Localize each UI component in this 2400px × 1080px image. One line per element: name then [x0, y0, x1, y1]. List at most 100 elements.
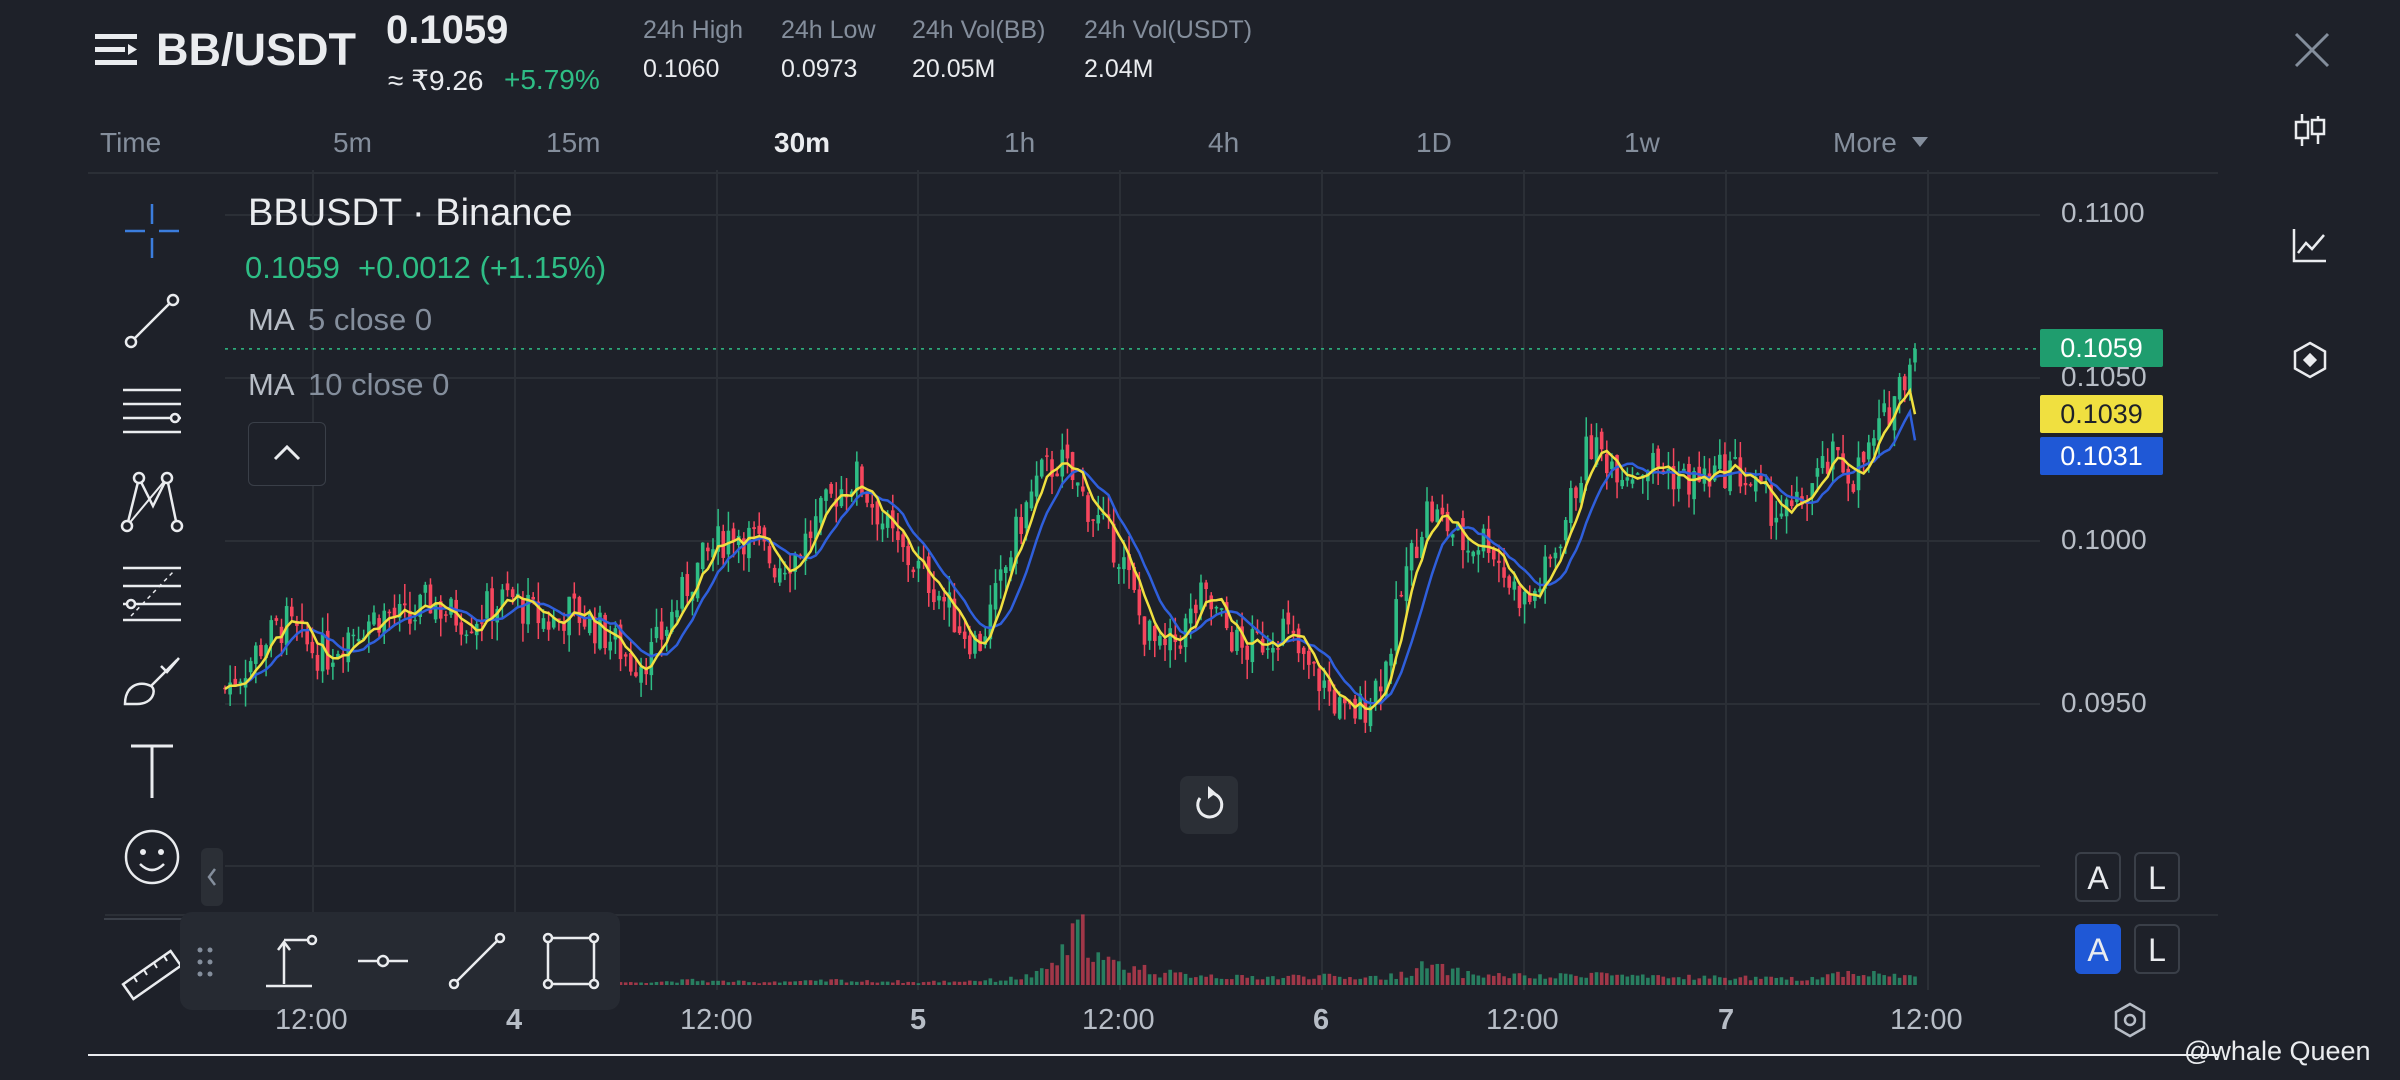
- volume-bar: [1753, 976, 1758, 985]
- tab-5m[interactable]: 5m: [333, 127, 372, 158]
- caret-down-icon[interactable]: [1912, 137, 1928, 147]
- candle-body: [521, 598, 525, 624]
- text-icon[interactable]: [117, 736, 187, 806]
- candle-body: [911, 569, 916, 573]
- volume-bar: [716, 980, 720, 985]
- close-icon[interactable]: [2292, 30, 2332, 70]
- sidebar-collapse-button[interactable]: [201, 848, 223, 906]
- candlestick-icon[interactable]: [2290, 110, 2330, 150]
- log-scale-button[interactable]: L: [2134, 852, 2180, 902]
- volume-bar: [1604, 973, 1609, 985]
- candle-body: [1846, 468, 1851, 484]
- candle-body: [1635, 473, 1640, 475]
- axis-settings-icon[interactable]: [2110, 1000, 2150, 1040]
- volume-bar: [1512, 973, 1517, 985]
- horizontal-ray-icon[interactable]: [352, 930, 414, 992]
- tab-more[interactable]: More: [1833, 127, 1897, 158]
- rectangle-icon[interactable]: [540, 930, 602, 992]
- tab-4h[interactable]: 4h: [1208, 127, 1240, 158]
- candle-body: [1538, 588, 1542, 593]
- tab-1d[interactable]: 1D: [1416, 127, 1452, 158]
- tab-30m[interactable]: 30m: [774, 127, 831, 158]
- volume-bar: [921, 982, 926, 985]
- ma5-params[interactable]: 5 close 0: [308, 302, 433, 337]
- volume-bar: [942, 980, 946, 985]
- indicator-chart-icon[interactable]: [2290, 225, 2330, 265]
- stat-value-vol-base: 20.05M: [912, 55, 996, 83]
- candle-body: [1219, 608, 1224, 610]
- trend-line-icon[interactable]: [117, 286, 187, 356]
- drag-handle-icon[interactable]: [194, 944, 218, 980]
- volume-bar: [1456, 967, 1460, 985]
- pattern-icon[interactable]: [117, 466, 187, 536]
- volume-bar: [1733, 978, 1738, 985]
- volume-bar: [1122, 969, 1126, 985]
- candle-body: [1245, 645, 1250, 660]
- reset-chart-button[interactable]: [1180, 776, 1238, 834]
- volume-bar: [1353, 979, 1357, 985]
- volume-bar: [1507, 978, 1511, 985]
- volume-auto-scale-button[interactable]: A: [2075, 924, 2121, 974]
- volume-bar: [947, 982, 952, 985]
- line-segment-icon[interactable]: [446, 930, 508, 992]
- volume-bar: [829, 979, 833, 985]
- candle-body: [983, 636, 988, 645]
- legend-collapse-button[interactable]: [248, 422, 326, 486]
- volume-bar: [1497, 973, 1501, 985]
- volume-bar: [1702, 975, 1707, 985]
- candle-body: [711, 549, 715, 558]
- volume-bar: [1271, 976, 1275, 985]
- candle-body: [1019, 517, 1023, 534]
- settings-hexagon-icon[interactable]: [2290, 340, 2330, 380]
- crosshair-icon[interactable]: [117, 196, 187, 266]
- candle-body: [1281, 618, 1285, 645]
- volume-bar: [1440, 963, 1445, 985]
- tab-1w[interactable]: 1w: [1624, 127, 1660, 158]
- volume-bar: [1471, 974, 1476, 985]
- candle-body: [305, 629, 309, 645]
- tab-1h[interactable]: 1h: [1004, 127, 1036, 158]
- fibonacci-icon[interactable]: [117, 556, 187, 626]
- candle-body: [259, 644, 263, 657]
- candle-body: [1420, 537, 1424, 559]
- volume-bar: [1676, 977, 1681, 985]
- emoji-icon[interactable]: [117, 822, 187, 892]
- tab-time[interactable]: Time: [100, 127, 162, 158]
- candle-body: [438, 601, 443, 619]
- auto-scale-button[interactable]: A: [2075, 852, 2121, 902]
- candle-body: [1111, 523, 1116, 563]
- volume-bar: [1789, 976, 1794, 985]
- ma10-params[interactable]: 10 close 0: [308, 367, 450, 402]
- volume-bar: [1301, 976, 1306, 985]
- volume-bar: [978, 981, 982, 985]
- volume-bar: [675, 982, 679, 985]
- stat-label-high: 24h High: [643, 16, 744, 44]
- vertical-measure-icon[interactable]: [258, 930, 320, 992]
- pair-title[interactable]: BB/USDT: [156, 24, 356, 75]
- volume-bar: [1908, 975, 1912, 985]
- volume-bar: [1260, 979, 1265, 985]
- horizontal-lines-icon[interactable]: [117, 376, 187, 446]
- volume-bar: [1101, 959, 1106, 985]
- volume-bar: [855, 981, 859, 985]
- volume-bar: [1820, 977, 1825, 985]
- candle-body: [1815, 468, 1820, 477]
- candle-body: [1240, 626, 1244, 648]
- brush-icon[interactable]: [117, 646, 187, 716]
- ruler-icon[interactable]: [117, 940, 187, 1010]
- volume-bar: [1466, 970, 1470, 985]
- candle-body: [896, 531, 900, 541]
- x-axis-label: 12:00: [680, 1004, 753, 1036]
- candle-body: [1050, 459, 1054, 477]
- ma5-label[interactable]: MA: [248, 302, 295, 337]
- candle-body: [1235, 629, 1239, 651]
- volume-bar: [1661, 976, 1666, 985]
- volume-bar: [849, 981, 854, 985]
- tab-15m[interactable]: 15m: [546, 127, 601, 158]
- volume-bar: [973, 980, 977, 985]
- menu-icon[interactable]: [95, 30, 137, 70]
- volume-log-scale-button[interactable]: L: [2134, 924, 2180, 974]
- volume-bar: [1281, 977, 1285, 985]
- ma10-label[interactable]: MA: [248, 367, 295, 402]
